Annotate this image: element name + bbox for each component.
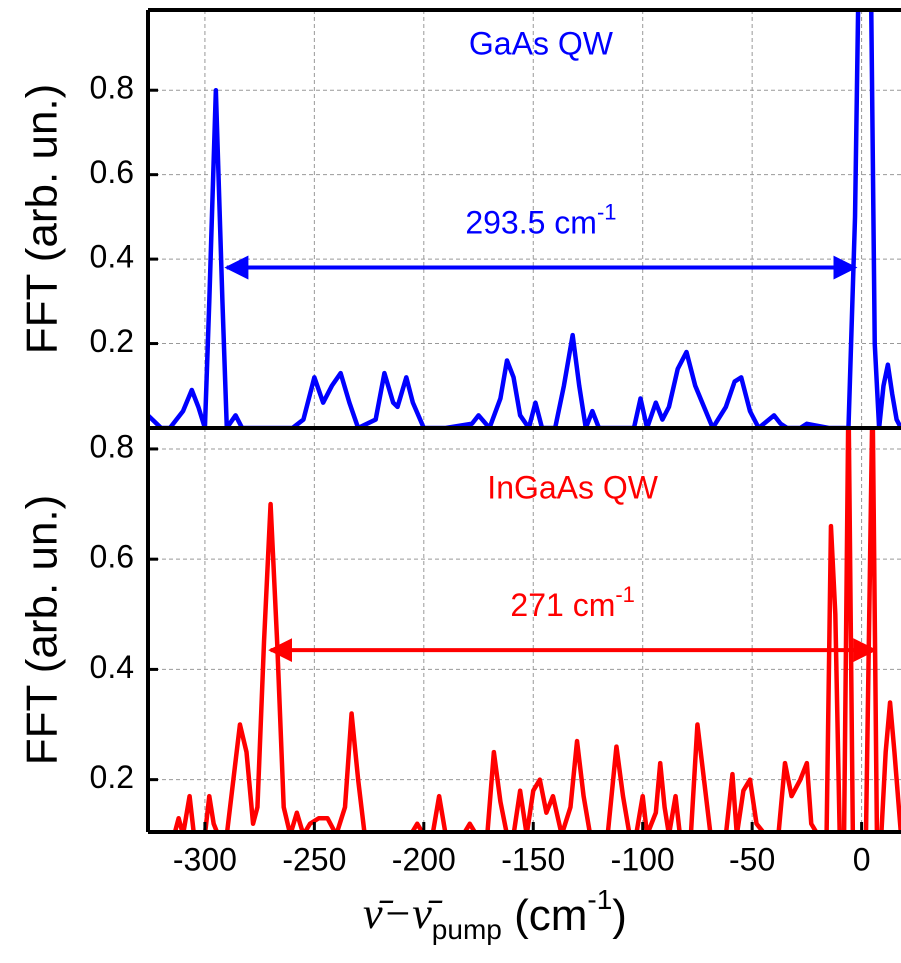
y-axis-label: FFT (arb. un.) bbox=[18, 84, 67, 355]
x-tick-label: -200 bbox=[392, 841, 456, 877]
y-tick-label: 0.8 bbox=[90, 70, 134, 106]
annotation-text: 293.5 cm-1 bbox=[465, 199, 616, 241]
x-tick-label: -150 bbox=[501, 841, 565, 877]
data-line bbox=[148, 10, 901, 428]
y-axis-label: FFT (arb. un.) bbox=[18, 495, 67, 766]
x-axis-label: ν̄−ν̄pump (cm-1) bbox=[363, 884, 627, 945]
text-part: 271 cm bbox=[510, 588, 615, 624]
y-tick-label: 0.2 bbox=[90, 759, 134, 795]
panel-label: GaAs QW bbox=[469, 25, 614, 61]
y-tick-label: 0.8 bbox=[90, 428, 134, 464]
x-tick-label: -50 bbox=[729, 841, 775, 877]
x-tick-label: -100 bbox=[611, 841, 675, 877]
annotation-text: 271 cm-1 bbox=[510, 582, 635, 624]
y-tick-label: 0.6 bbox=[90, 539, 134, 575]
data-line bbox=[172, 428, 901, 832]
y-tick-label: 0.4 bbox=[90, 239, 134, 275]
y-tick-label: 0.4 bbox=[90, 649, 134, 685]
y-tick-label: 0.6 bbox=[90, 154, 134, 190]
x-tick-label: 0 bbox=[853, 841, 871, 877]
text-part: -1 bbox=[597, 199, 617, 224]
text-part: ν̄−ν̄ bbox=[363, 889, 443, 938]
y-tick-label: 0.2 bbox=[90, 323, 134, 359]
x-tick-label: -300 bbox=[173, 841, 237, 877]
text-part: -1 bbox=[587, 884, 612, 915]
text-part: pump bbox=[432, 914, 502, 945]
text-part: -1 bbox=[615, 582, 635, 607]
text-part: ) bbox=[612, 891, 627, 940]
text-part: 293.5 cm bbox=[465, 205, 597, 241]
x-tick-label: -250 bbox=[282, 841, 346, 877]
text-part: (cm bbox=[502, 891, 588, 940]
panel-label: InGaAs QW bbox=[487, 469, 659, 505]
